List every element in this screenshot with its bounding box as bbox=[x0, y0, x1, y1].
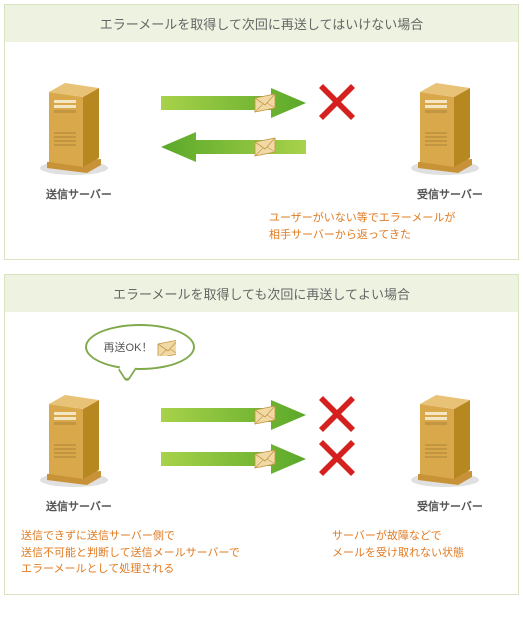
panel-2-notes: 送信できずに送信サーバー側で 送信不可能と判断して送信メールサーバーで エラーメ… bbox=[21, 528, 502, 578]
receiver-label-2: 受信サーバー bbox=[410, 498, 490, 514]
panel-2-note-right: サーバーが故障などで メールを受け取れない状態 bbox=[332, 528, 502, 578]
envelope-send-1 bbox=[253, 92, 277, 114]
sender-label-1: 送信サーバー bbox=[39, 186, 119, 202]
sender-server-2: 送信サーバー bbox=[39, 384, 119, 514]
panel-2-body: 再送OK！ 送信サーバー 受信サーバー 送信できずに送信サーバー側で bbox=[5, 312, 518, 594]
arrow-send-1 bbox=[161, 88, 306, 118]
envelope-speech-icon bbox=[156, 338, 176, 356]
cross-icon-2b bbox=[319, 440, 355, 476]
sender-server-1: 送信サーバー bbox=[39, 72, 119, 202]
speech-text: 再送OK！ bbox=[104, 339, 153, 355]
arrow-send-2a bbox=[161, 400, 306, 430]
panel-2-note-left: 送信できずに送信サーバー側で 送信不可能と判断して送信メールサーバーで エラーメ… bbox=[21, 528, 292, 578]
panel-no-resend: エラーメールを取得して次回に再送してはいけない場合 送信サーバー 受信サーバー bbox=[4, 4, 519, 260]
diagram-2: 再送OK！ 送信サーバー 受信サーバー bbox=[21, 324, 502, 524]
envelope-send-2a bbox=[253, 404, 277, 426]
speech-bubble: 再送OK！ bbox=[85, 324, 195, 370]
receiver-label-1: 受信サーバー bbox=[410, 186, 490, 202]
panel-1-title: エラーメールを取得して次回に再送してはいけない場合 bbox=[5, 5, 518, 42]
diagram-1: 送信サーバー 受信サーバー bbox=[21, 54, 502, 204]
arrow-send-2b bbox=[161, 444, 306, 474]
cross-icon-1 bbox=[319, 84, 355, 120]
panel-1-note: ユーザーがいない等でエラーメールが 相手サーバーから返ってきた bbox=[269, 210, 502, 243]
envelope-bounce-1 bbox=[253, 136, 277, 158]
receiver-server-2: 受信サーバー bbox=[410, 384, 490, 514]
arrow-bounce-1 bbox=[161, 132, 306, 162]
envelope-send-2b bbox=[253, 448, 277, 470]
panel-1-body: 送信サーバー 受信サーバー ユーザーがいない等でエラーメールが 相手サーバーから… bbox=[5, 42, 518, 259]
panel-2-title: エラーメールを取得しても次回に再送してよい場合 bbox=[5, 275, 518, 312]
panel-resend-ok: エラーメールを取得しても次回に再送してよい場合 再送OK！ 送信サーバー 受信サ… bbox=[4, 274, 519, 595]
cross-icon-2a bbox=[319, 396, 355, 432]
sender-label-2: 送信サーバー bbox=[39, 498, 119, 514]
receiver-server-1: 受信サーバー bbox=[410, 72, 490, 202]
